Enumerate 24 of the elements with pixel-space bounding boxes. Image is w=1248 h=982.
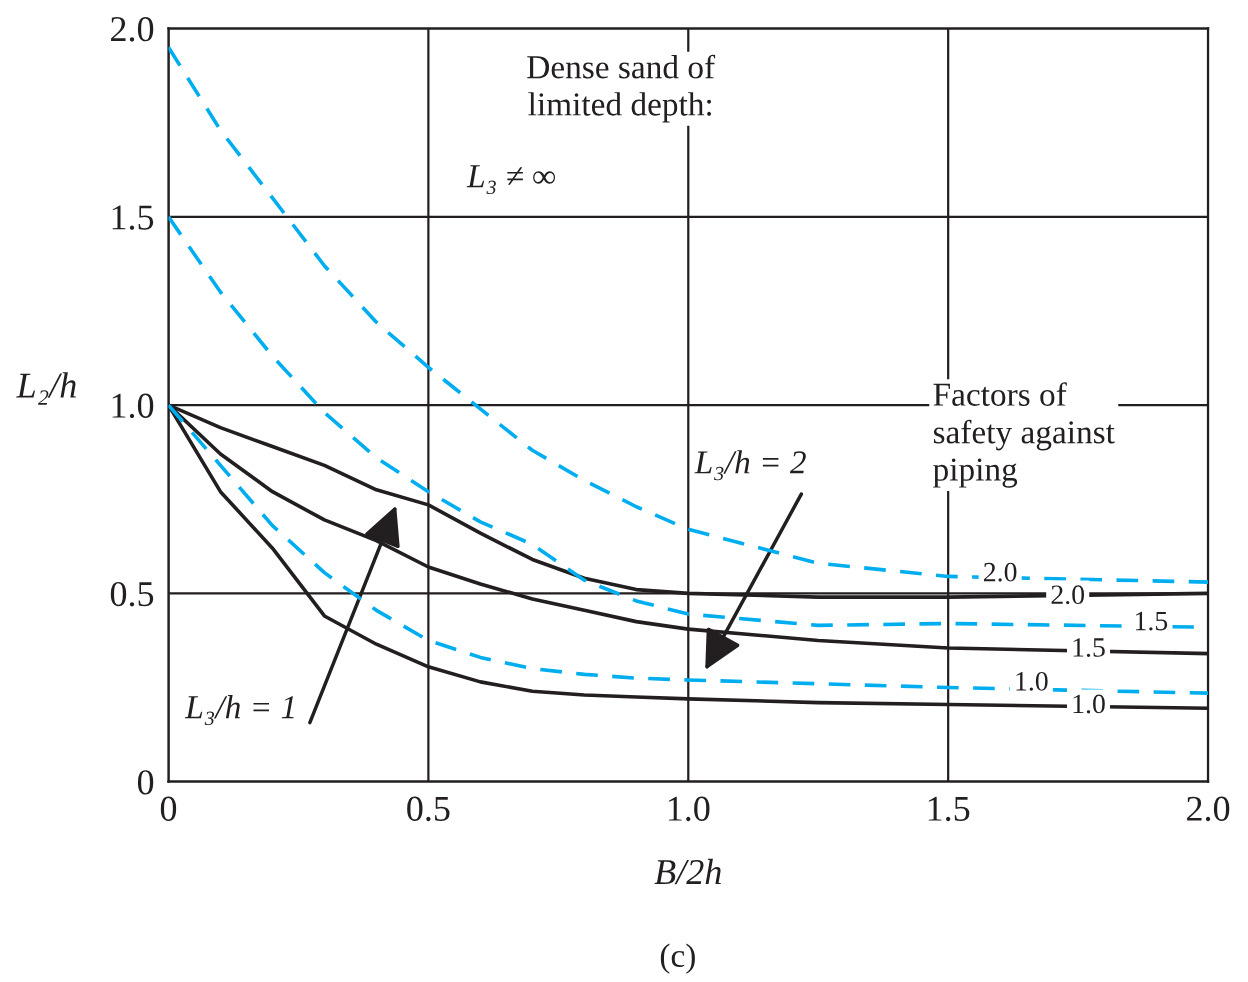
x-tick-label: 0 <box>160 796 177 821</box>
annotation: L₃ ≠ ∞ <box>466 165 556 195</box>
y-tick-label: 1.0 <box>112 393 154 419</box>
annotation: Factors of safety against piping <box>933 382 1115 488</box>
y-tick-label: 0 <box>137 770 154 795</box>
x-tick-label: 2.0 <box>1187 796 1230 822</box>
annotation: 1.5 <box>1073 638 1105 657</box>
annotation: 1.5 <box>1135 611 1168 631</box>
x-tick-label: 1.0 <box>668 796 710 822</box>
y-tick-label: 2.0 <box>111 16 154 42</box>
annotation: 1.0 <box>1073 694 1105 714</box>
annotation: 1.0 <box>1016 671 1048 691</box>
x-axis-title: B/2h <box>654 858 721 885</box>
annotation: Dense sand of limited depth: <box>527 54 716 123</box>
text: (c) <box>660 943 695 974</box>
x-tick-label: 0.5 <box>407 796 450 822</box>
annotation: 2.0 <box>984 562 1017 582</box>
annotation: L₃/h = 2 <box>694 450 806 481</box>
y-axis-title: L₂/h <box>16 372 76 405</box>
annotation: 2.0 <box>1051 585 1085 605</box>
x-tick-label: 1.5 <box>928 796 970 822</box>
y-tick-label: 1.5 <box>112 205 154 230</box>
annotation: L₃/h = 1 <box>184 695 294 726</box>
y-tick-label: 0.5 <box>110 581 154 607</box>
